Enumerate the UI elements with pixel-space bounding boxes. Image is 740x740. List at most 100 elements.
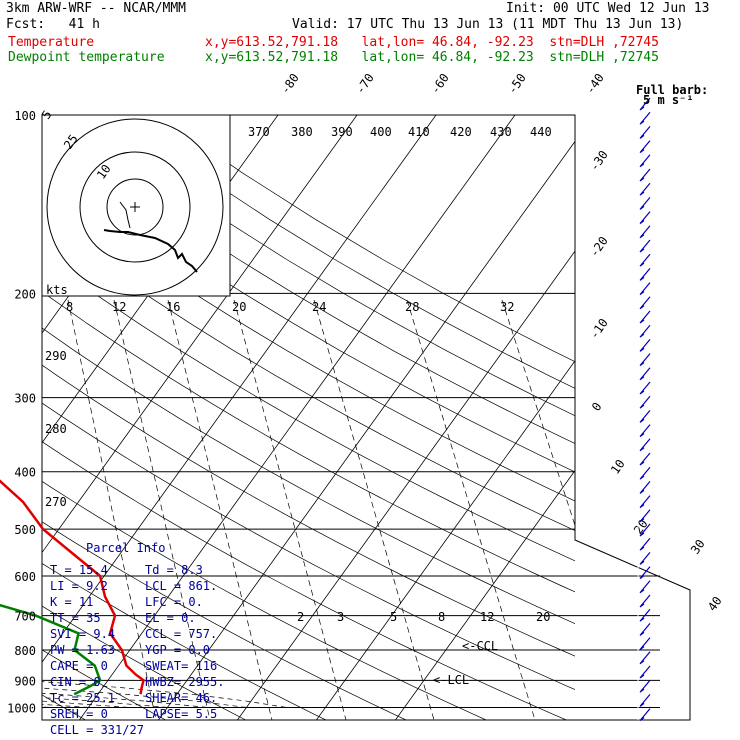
wind-barb (639, 253, 651, 267)
pressure-label-900: 900 (14, 674, 36, 688)
isotherm-label-20: 20 (631, 517, 651, 537)
dry-adiabat-370 (42, 327, 575, 625)
wind-barb (639, 580, 651, 594)
mixing-ratio-label-8: 8 (66, 300, 73, 314)
parcel-row-4-right: CCL = 757. (145, 627, 217, 641)
wind-barb (639, 708, 651, 722)
wind-barb (639, 239, 651, 253)
dry-adiabat-420 (42, 151, 575, 473)
mixing-ratio-label-low-5: 5 (390, 610, 397, 624)
wind-barb (639, 282, 651, 296)
hodograph-trace (103, 229, 198, 273)
wind-barb (639, 665, 651, 679)
theta-label-390: 390 (331, 125, 353, 139)
dry-adiabat-290 (42, 649, 166, 720)
pressure-label-600: 600 (14, 570, 36, 584)
ccl-annotation: <-CCL (462, 639, 498, 653)
parcel-row-7-left: CIN = 0 (50, 675, 101, 689)
dry-adiabat-310 (42, 563, 327, 720)
parcel-row-8-right: SHEAR= 46. (145, 691, 217, 705)
dry-adiabat-350 (42, 402, 575, 690)
mixing-ratio-line-1 (113, 299, 211, 720)
pressure-label-300: 300 (14, 392, 36, 406)
theta-label-410: 410 (408, 125, 430, 139)
theta-label-420: 420 (450, 125, 472, 139)
parcel-row-3-right: EL = 0. (145, 611, 196, 625)
wind-barb (639, 410, 651, 423)
header-title: 3km ARW-WRF -- NCAR/MMM (6, 2, 186, 16)
parcel-row-1-right: LCL = 861. (145, 579, 217, 593)
pressure-label-500: 500 (14, 523, 36, 537)
isotherm--10 (42, 115, 358, 554)
dry-adiabat-460 (158, 115, 575, 363)
theta-label-400: 400 (370, 125, 392, 139)
hodograph-trace-low (119, 201, 131, 229)
isotherm-label--80: -80 (278, 71, 302, 97)
wind-barb (639, 594, 651, 608)
isotherm--50 (0, 115, 41, 720)
isotherm-label--40: -40 (583, 71, 607, 97)
wind-barb (639, 481, 651, 494)
wind-barb (639, 197, 651, 210)
wind-barb (639, 395, 651, 409)
header-valid: Valid: 17 UTC Thu 13 Jun 13 (11 MDT Thu … (292, 18, 683, 32)
dry-adiabat-330 (42, 480, 487, 720)
wind-barb (639, 466, 651, 480)
dry-adiabat-400 (42, 220, 575, 532)
moist-adiabat-0 (0, 293, 10, 707)
isotherm-label--20: -20 (587, 234, 611, 260)
mixing-ratio-label-low-12: 12 (480, 610, 494, 624)
mixing-ratio-line-4 (313, 299, 435, 720)
isotherm-label--70: -70 (353, 71, 377, 97)
theta-label-370: 370 (248, 125, 270, 139)
pressure-label-100: 100 (14, 109, 36, 123)
wind-barb (639, 381, 651, 395)
wind-barb (639, 97, 651, 111)
hodograph-center (130, 202, 140, 212)
wind-barb (639, 608, 651, 622)
temp-legend-label: Temperature (8, 36, 94, 50)
wind-barb (639, 225, 651, 239)
dry-adiabat-410 (42, 185, 575, 502)
parcel-row-6-left: CAPE = 0 (50, 659, 108, 673)
mixing-ratio-label-low-3: 3 (337, 610, 344, 624)
theta-label-270: 270 (45, 495, 67, 509)
dry-adiabat-270 (0, 115, 6, 720)
theta-label-280: 280 (45, 422, 67, 436)
wind-barb (639, 268, 651, 281)
dew-legend-label: Dewpoint temperature (8, 51, 165, 65)
mixing-ratio-label-low-8: 8 (438, 610, 445, 624)
pressure-label-700: 700 (14, 610, 36, 624)
dry-adiabat-450 (117, 115, 575, 389)
isotherm-10 (79, 115, 516, 720)
isotherm-label-40: 40 (705, 594, 725, 614)
theta-label-290: 290 (45, 349, 67, 363)
mixing-ratio-line-6 (501, 299, 575, 527)
wind-barb (639, 154, 651, 168)
dry-adiabat-430 (42, 118, 575, 444)
parcel-row-9-left: SREH = 0 (50, 707, 108, 721)
isotherm-label--50: -50 (505, 71, 529, 97)
parcel-row-0-right: Td = 8.3 (145, 563, 203, 577)
wind-barb (639, 324, 651, 338)
mixing-ratio-label-12: 12 (112, 300, 126, 314)
parcel-row-5-left: PW = 1.63 (50, 643, 115, 657)
wind-barb (639, 126, 651, 139)
wind-barb (639, 111, 651, 125)
isotherm-label--30: -30 (587, 148, 611, 174)
mixing-ratio-line-5 (406, 299, 536, 720)
wind-barb (639, 140, 651, 154)
pressure-label-800: 800 (14, 644, 36, 658)
hodograph-kts-label: kts (46, 283, 68, 297)
plot-frame (41, 114, 691, 721)
isotherm-20 (158, 140, 575, 720)
parcel-row-8-left: Tc = 25.1 (50, 691, 115, 705)
mixing-ratio-line-2 (167, 299, 273, 720)
wind-barb (639, 509, 651, 523)
grid-clipped (0, 115, 575, 720)
hodograph-box (41, 114, 231, 297)
mixing-ratio-line-3 (233, 299, 347, 720)
parcel-row-10-left: CELL = 331/27 (50, 723, 144, 737)
